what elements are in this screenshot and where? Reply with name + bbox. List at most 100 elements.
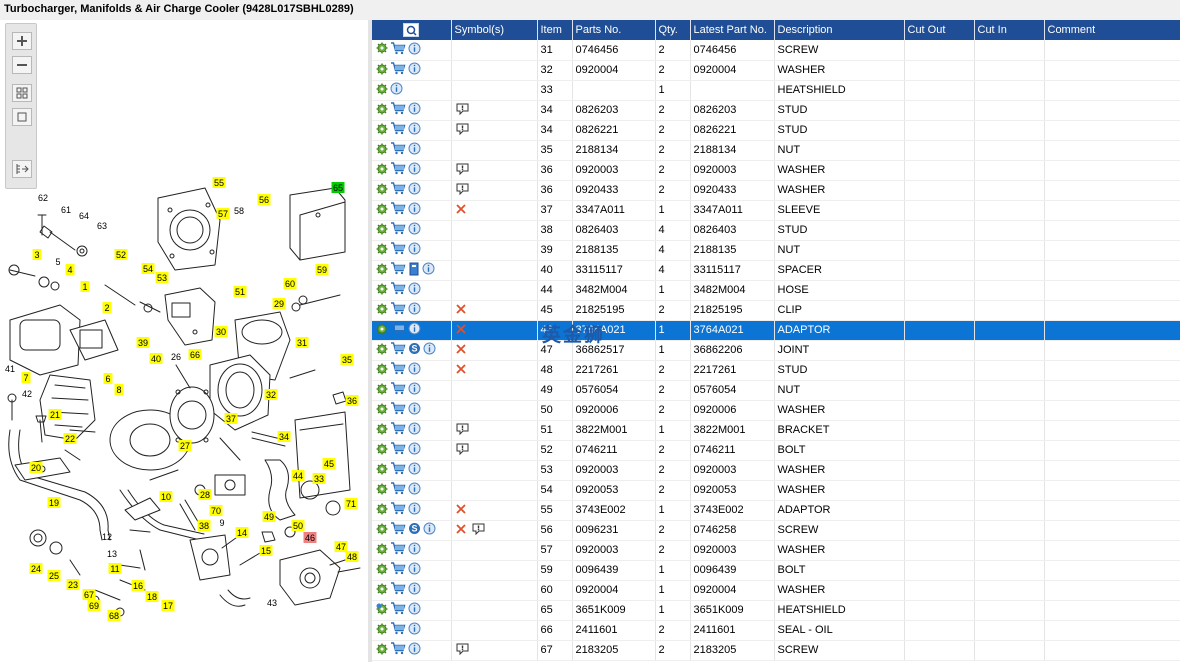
info-icon[interactable] [422,262,435,278]
cart-icon[interactable] [390,142,406,158]
callout-67[interactable]: 67 [82,589,96,600]
table-row[interactable]: 34 0826221 2 0826221 STUD [372,120,1180,141]
callout-21[interactable]: 21 [48,409,62,420]
callout-4[interactable]: 4 [65,264,75,275]
gear-icon[interactable] [376,63,388,78]
callout-40[interactable]: 40 [149,353,163,364]
callout-3[interactable]: 3 [32,249,42,260]
info-icon[interactable] [408,402,421,418]
cart-icon[interactable] [390,622,406,638]
callout-10[interactable]: 10 [159,491,173,502]
not-available-icon[interactable] [455,323,467,338]
gear-icon[interactable] [376,343,388,358]
callout-12[interactable]: 12 [102,532,112,542]
exploded-diagram-panel[interactable]: 55 65 62 61 64 63 57 58 56 3 5 4 52 54 53 59 1 2 51 60 29 39 3… [0,20,368,662]
cart-icon[interactable] [390,482,406,498]
gear-icon[interactable] [376,483,388,498]
callout-23[interactable]: 23 [66,579,80,590]
cart-icon[interactable] [390,562,406,578]
actual-size-button[interactable] [12,108,32,126]
table-row[interactable]: 37 3347A011 1 3347A011 SLEEVE [372,200,1180,221]
cart-icon[interactable] [390,162,406,178]
not-available-icon[interactable] [455,303,467,318]
info-icon[interactable] [408,202,421,218]
callout-17[interactable]: 17 [161,600,175,611]
note-icon[interactable] [455,182,470,199]
table-row[interactable]: 60 0920004 1 0920004 WASHER [372,580,1180,601]
table-row[interactable]: 34 0826203 2 0826203 STUD [372,100,1180,121]
info-icon[interactable] [408,602,421,618]
gear-icon[interactable] [376,563,388,578]
table-row[interactable]: 66 2411601 2 2411601 SEAL - OIL [372,620,1180,641]
table-row[interactable]: 49 0576054 2 0576054 NUT [372,380,1180,401]
callout-31[interactable]: 31 [295,337,309,348]
info-icon[interactable] [408,282,421,298]
fit-button[interactable] [12,84,32,102]
cart-icon[interactable] [390,382,406,398]
not-available-icon[interactable] [455,203,467,218]
table-row[interactable]: 46 3764A021 1 3764A021 ADAPTOR [372,320,1180,341]
cart-icon[interactable] [390,62,406,78]
note-icon[interactable] [455,102,470,119]
info-icon[interactable] [408,242,421,258]
info-icon[interactable] [408,162,421,178]
gear-icon[interactable] [376,463,388,478]
column-header-cut-out[interactable]: Cut Out [904,20,975,40]
info-icon[interactable] [408,622,421,638]
zoom-out-button[interactable] [12,56,32,74]
info-icon[interactable] [408,322,421,338]
callout-59[interactable]: 59 [315,264,329,275]
cart-icon[interactable] [390,402,406,418]
gear-icon[interactable] [376,42,388,57]
info-icon[interactable] [408,362,421,378]
callout-55[interactable]: 55 [212,177,226,188]
gear-icon[interactable] [376,623,388,638]
cart-icon[interactable] [390,262,406,278]
callout-63[interactable]: 63 [97,221,107,231]
not-available-icon[interactable] [455,503,467,518]
callout-60[interactable]: 60 [283,278,297,289]
column-header-symbols[interactable]: Symbol(s) [451,20,538,40]
info-icon[interactable] [423,522,436,538]
callout-29[interactable]: 29 [272,298,286,309]
callout-1[interactable]: 1 [80,281,90,292]
cart-icon[interactable] [390,222,406,238]
gear-icon[interactable] [376,283,388,298]
callout-34[interactable]: 34 [277,431,291,442]
gear-icon[interactable] [376,203,388,218]
info-icon[interactable] [408,222,421,238]
info-icon[interactable] [408,482,421,498]
gear-icon[interactable] [376,443,388,458]
gear-icon[interactable] [376,363,388,378]
gear-icon[interactable] [376,263,388,278]
table-row[interactable]: 54 0920053 2 0920053 WASHER [372,480,1180,501]
table-row[interactable]: 48 2217261 2 2217261 STUD [372,360,1180,381]
table-row[interactable]: 59 0096439 1 0096439 BOLT [372,560,1180,581]
callout-54[interactable]: 54 [141,263,155,274]
cart-icon[interactable] [390,302,406,318]
table-row[interactable]: 50 0920006 2 0920006 WASHER [372,400,1180,421]
gear-icon[interactable] [376,423,388,438]
gear-icon[interactable] [376,323,388,338]
callout-53[interactable]: 53 [155,272,169,283]
info-icon[interactable] [408,562,421,578]
cart-icon[interactable] [390,122,406,138]
gear-icon[interactable] [376,543,388,558]
supersession-icon[interactable]: S [408,342,421,358]
table-row[interactable]: 45 21825195 2 21825195 CLIP [372,300,1180,321]
cart-icon[interactable] [390,102,406,118]
table-row[interactable]: 67 2183205 2 2183205 SCREW [372,640,1180,661]
column-header-comment[interactable]: Comment [1044,20,1180,40]
callout-22[interactable]: 22 [63,433,77,444]
callout-64[interactable]: 64 [79,211,89,221]
callout-19[interactable]: 19 [47,497,61,508]
callout-57[interactable]: 57 [216,208,230,219]
callout-41[interactable]: 41 [5,364,15,374]
callout-71[interactable]: 71 [344,498,358,509]
cart-icon[interactable] [390,502,406,518]
info-icon[interactable] [408,382,421,398]
callout-14[interactable]: 14 [235,527,249,538]
callout-44[interactable]: 44 [291,470,305,481]
table-row[interactable]: 39 2188135 4 2188135 NUT [372,240,1180,261]
info-icon[interactable] [408,502,421,518]
